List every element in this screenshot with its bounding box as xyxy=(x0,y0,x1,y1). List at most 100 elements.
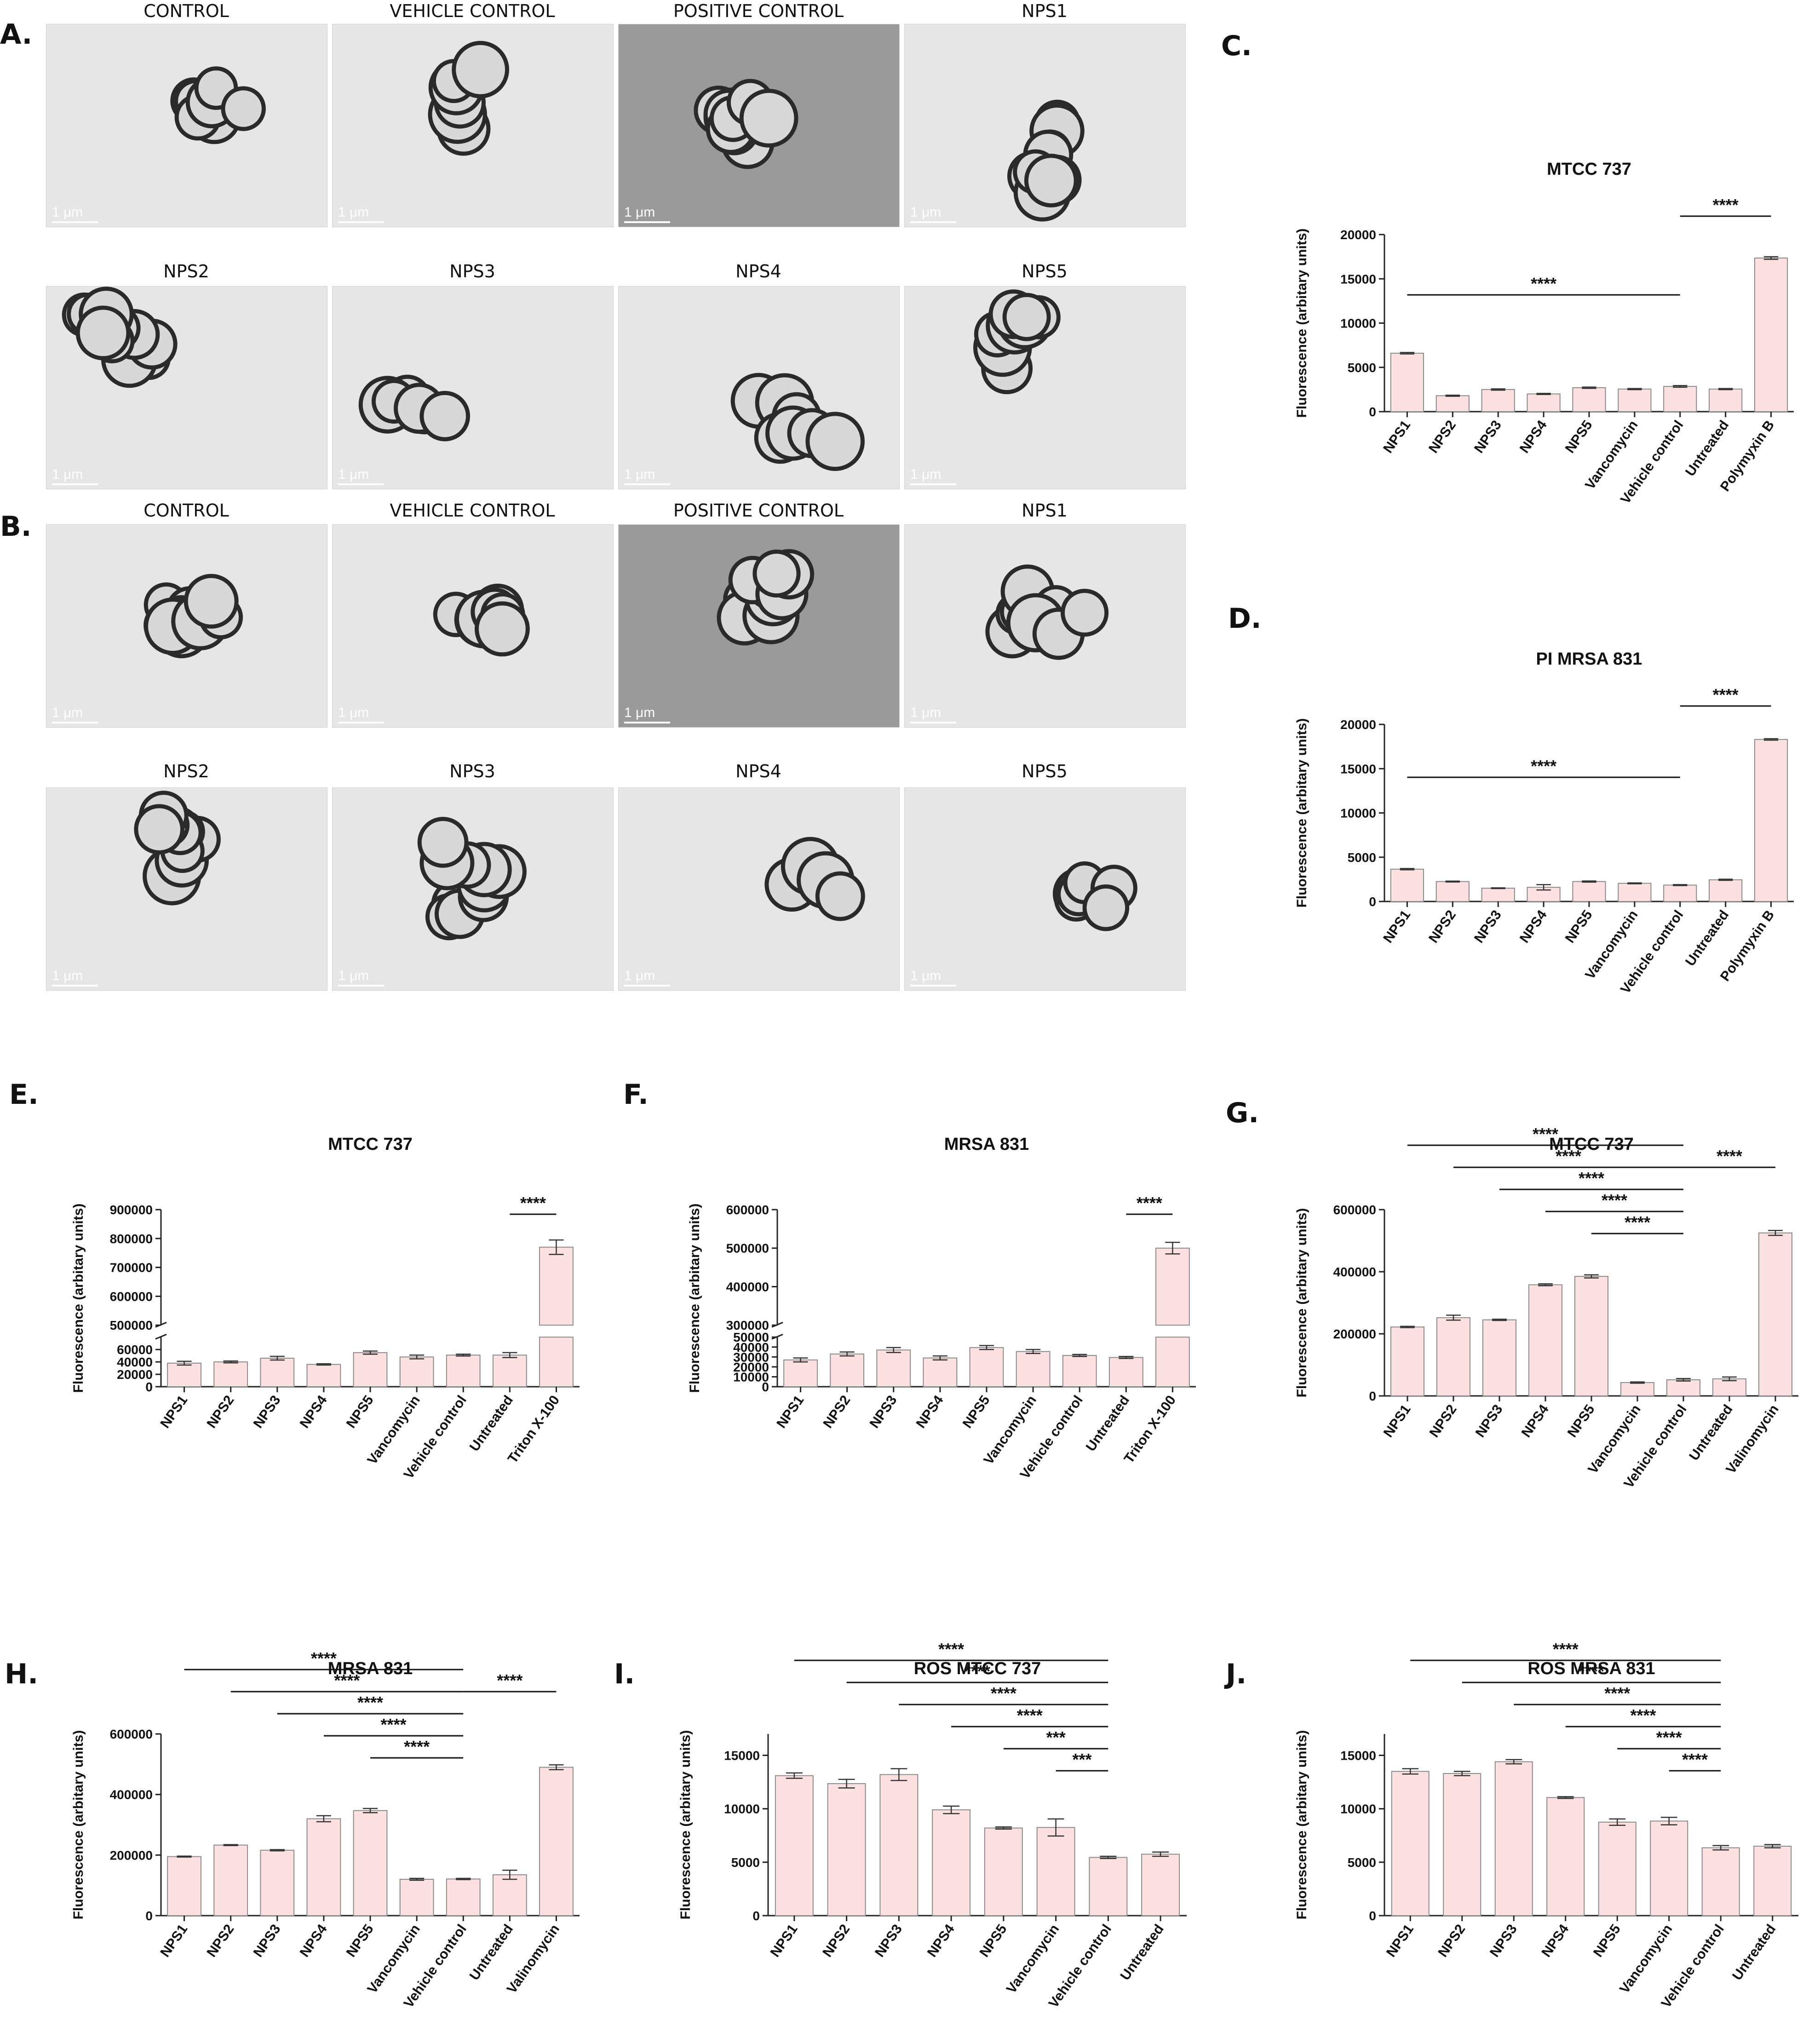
bacterial-cells-image xyxy=(985,564,1109,660)
tem-image-title: NPS2 xyxy=(163,261,209,281)
y-tick-label: 0 xyxy=(145,1380,153,1394)
bar xyxy=(1712,1378,1746,1396)
y-tick-label: 5000 xyxy=(1348,361,1376,375)
scale-bar-line xyxy=(338,221,384,223)
significance-label: **** xyxy=(1713,195,1739,214)
x-tick-label: NPS5 xyxy=(977,1922,1010,1960)
y-tick-label: 700000 xyxy=(110,1261,153,1275)
scale-bar: 1 μm xyxy=(910,968,956,987)
tem-micrograph: 1 μm xyxy=(904,24,1186,227)
bar xyxy=(1663,884,1697,902)
scale-bar: 1 μm xyxy=(338,705,384,723)
bar xyxy=(1036,1827,1075,1917)
scale-bar-label: 1 μm xyxy=(338,205,369,220)
y-tick-label: 0 xyxy=(1369,1909,1376,1923)
bacterial-cells-image xyxy=(694,79,798,169)
bacterial-cell xyxy=(221,86,266,131)
x-tick-label: NPS2 xyxy=(1435,1922,1468,1960)
panel-label-h: H. xyxy=(5,1658,39,1690)
x-tick-label: NPS3 xyxy=(1471,418,1504,456)
bar xyxy=(167,1856,201,1916)
bar xyxy=(213,1361,248,1387)
scale-bar-label: 1 μm xyxy=(624,467,655,482)
bacterial-cells-image xyxy=(433,584,530,657)
chart-title: ROS MTCC 737 xyxy=(914,1659,1041,1678)
bar xyxy=(353,1810,388,1916)
x-tick-label: Vancomycin xyxy=(1004,1922,1062,1996)
significance-label: **** xyxy=(965,1662,990,1681)
significance-label: **** xyxy=(1531,274,1556,293)
bar xyxy=(923,1357,958,1388)
bar xyxy=(1701,1847,1740,1916)
x-tick-label: Untreated xyxy=(1682,907,1732,969)
scale-bar-label: 1 μm xyxy=(910,205,942,220)
significance-label: **** xyxy=(1137,1194,1162,1212)
y-tick-label: 10000 xyxy=(1340,1802,1376,1816)
y-tick-label: 10000 xyxy=(1340,316,1376,331)
x-tick-label: NPS5 xyxy=(1590,1922,1624,1960)
y-tick-label: 0 xyxy=(1369,895,1376,909)
bar xyxy=(1481,389,1515,412)
bar xyxy=(167,1362,201,1387)
y-tick-label: 600000 xyxy=(726,1203,769,1217)
x-tick-label: Untreated xyxy=(1682,418,1732,479)
bar xyxy=(1598,1821,1636,1916)
tem-image-title: NPS1 xyxy=(1022,1,1068,21)
y-axis-label: Fluorescence (arbitary units) xyxy=(1294,1730,1309,1920)
y-axis-label: Fluorescence (arbitary units) xyxy=(1294,229,1309,418)
bacterial-cells-image xyxy=(717,549,815,646)
significance-label: **** xyxy=(1553,1640,1579,1659)
tem-micrograph: 1 μm xyxy=(332,286,614,489)
tem-micrograph: 1 μm xyxy=(904,286,1186,489)
bar xyxy=(1754,258,1788,412)
scale-bar: 1 μm xyxy=(910,705,956,723)
scale-bar-line xyxy=(624,722,670,723)
y-tick-label: 5000 xyxy=(731,1855,760,1870)
panel-label-j: J. xyxy=(1226,1658,1247,1690)
bar xyxy=(260,1849,295,1916)
x-tick-label: Untreated xyxy=(1729,1922,1779,1983)
bacterial-cell xyxy=(1002,293,1051,341)
x-tick-label: NPS3 xyxy=(1487,1922,1520,1960)
chart-title: MTCC 737 xyxy=(1549,1135,1634,1154)
x-tick-label: NPS2 xyxy=(820,1922,853,1960)
bar xyxy=(775,1775,814,1916)
chart-title: MRSA 831 xyxy=(328,1659,413,1678)
y-tick-label: 10000 xyxy=(1340,806,1376,821)
y-tick-label: 500000 xyxy=(110,1318,153,1332)
x-tick-label: Untreated xyxy=(467,1922,516,1983)
bar xyxy=(969,1347,1004,1388)
x-tick-label: NPS5 xyxy=(1565,1402,1598,1440)
panel-label-d: D. xyxy=(1228,603,1262,635)
y-tick-label: 0 xyxy=(1369,405,1376,419)
x-tick-label: NPS4 xyxy=(1539,1922,1572,1960)
y-tick-label: 60000 xyxy=(117,1343,153,1357)
chart-title: MTCC 737 xyxy=(328,1135,413,1154)
x-tick-label: Untreated xyxy=(1686,1402,1735,1464)
bar xyxy=(1435,395,1470,412)
significance-label: **** xyxy=(520,1194,546,1212)
bar xyxy=(1709,879,1743,902)
significance-label: **** xyxy=(1579,1662,1604,1681)
y-tick-label: 500000 xyxy=(726,1241,769,1256)
bacterial-cell xyxy=(75,305,131,361)
significance-label: **** xyxy=(1630,1706,1656,1725)
chart-title: MTCC 737 xyxy=(1547,160,1631,179)
bacterial-cell xyxy=(1082,884,1130,931)
panel-label-f: F. xyxy=(623,1079,649,1111)
scale-bar-label: 1 μm xyxy=(624,968,655,983)
x-tick-label: NPS4 xyxy=(924,1922,958,1960)
tem-image-title: NPS5 xyxy=(1022,261,1068,281)
significance-label: **** xyxy=(381,1715,407,1734)
scale-bar-line xyxy=(338,483,384,485)
x-tick-label: NPS4 xyxy=(297,1922,330,1960)
y-tick-label: 20000 xyxy=(733,1360,769,1374)
tem-image-title: NPS4 xyxy=(735,261,781,281)
x-tick-label: NPS2 xyxy=(820,1393,853,1431)
bar xyxy=(446,1355,481,1388)
bar xyxy=(1572,881,1606,902)
bacterial-cell xyxy=(417,817,469,868)
scale-bar-line xyxy=(910,985,956,987)
x-tick-label: NPS1 xyxy=(768,1922,801,1960)
